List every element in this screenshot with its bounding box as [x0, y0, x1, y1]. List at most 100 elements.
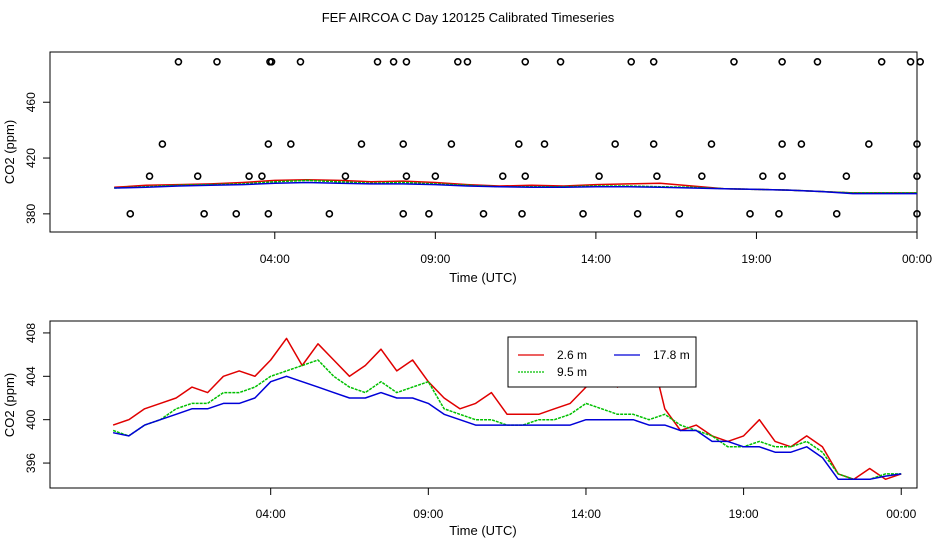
calibration-point	[399, 140, 408, 148]
calibration-point	[877, 57, 886, 66]
calibration-point	[595, 172, 603, 180]
calibration-point	[675, 210, 684, 218]
panel-bottom: 04:00 09:00 14:00 19:00 00:00 396 400 404 408 T…	[2, 320, 918, 538]
y-axis-top: 380 420 460	[24, 92, 50, 224]
x-axis-top: 04:00 09:00 14:00 19:00 00:00	[260, 232, 932, 266]
calibration-point	[287, 140, 295, 148]
calibration-point	[797, 140, 806, 148]
calibration-point	[341, 172, 350, 180]
x-axis-bottom: 04:00 09:00 14:00 19:00 00:00	[256, 488, 917, 521]
series-line-17.8m	[114, 181, 917, 195]
y-tick-label: 400	[24, 409, 38, 429]
calibration-point	[213, 57, 221, 66]
legend-label-9.5m: 9.5 m	[557, 365, 587, 379]
calibration-point	[325, 210, 334, 218]
x-tick-label: 09:00	[420, 252, 450, 266]
y-axis-bottom: 396 400 404 408	[24, 323, 50, 473]
calibration-point	[200, 210, 208, 218]
x-axis-label-bottom: Time (UTC)	[449, 523, 516, 538]
calibration-point	[778, 57, 786, 66]
y-tick-label: 420	[24, 148, 38, 168]
calibration-point	[402, 57, 411, 66]
x-tick-label: 19:00	[729, 507, 759, 521]
x-tick-label: 04:00	[260, 252, 290, 266]
y-axis-label-top: CO2 (ppm)	[2, 120, 17, 184]
series-line-2.6m	[112, 337, 902, 481]
calibration-point	[174, 57, 183, 66]
x-tick-label: 00:00	[902, 252, 932, 266]
y-tick-label: 404	[24, 366, 38, 386]
legend-box	[507, 336, 697, 388]
y-tick-label: 460	[24, 92, 38, 112]
calibration-point	[515, 140, 523, 148]
calibration-point	[447, 140, 456, 148]
calibration-point	[463, 57, 472, 66]
calibration-point	[145, 172, 154, 180]
calibration-point	[778, 172, 786, 180]
plot-frame-top	[49, 51, 918, 233]
x-axis-label-top: Time (UTC)	[449, 270, 516, 285]
calibration-point	[540, 140, 549, 148]
calibration-point	[264, 210, 273, 218]
calibration-point	[778, 140, 786, 148]
x-tick-label: 14:00	[571, 507, 601, 521]
calibration-point	[653, 172, 661, 180]
legend-label-17.8m: 17.8 m	[653, 348, 690, 362]
calibration-point	[521, 172, 530, 180]
x-tick-label: 19:00	[741, 252, 771, 266]
calibration-point	[399, 210, 408, 218]
calibration-point	[556, 57, 565, 66]
y-axis-label-bottom: CO2 (ppm)	[2, 373, 17, 437]
panel-top: 04:00 09:00 14:00 19:00 00:00 380 420 460 Time…	[2, 51, 932, 285]
x-tick-label: 14:00	[581, 252, 611, 266]
calibration-point	[913, 210, 921, 218]
calibration-point	[698, 172, 706, 180]
figure-title: FEF AIRCOA C Day 120125 Calibrated Times…	[322, 10, 615, 25]
calibration-point	[431, 172, 440, 180]
calibration-point	[649, 140, 658, 148]
calibration-point	[518, 210, 526, 218]
y-tick-label: 408	[24, 323, 38, 343]
calibration-point	[126, 210, 135, 218]
calibration-point	[193, 172, 202, 180]
x-tick-label: 00:00	[886, 507, 916, 521]
calibration-point	[611, 140, 619, 148]
calibration-point	[373, 57, 382, 66]
calibration-point	[832, 210, 841, 218]
calibration-point	[158, 140, 167, 148]
calibration-point	[264, 140, 273, 148]
x-tick-label: 09:00	[413, 507, 443, 521]
calibration-point	[425, 210, 433, 218]
calibration-point	[454, 57, 462, 66]
calibration-point	[913, 172, 921, 180]
calibration-point	[479, 210, 488, 218]
calibration-point	[913, 140, 921, 148]
calibration-point	[916, 57, 925, 66]
calibration-point	[730, 57, 738, 66]
x-tick-label: 04:00	[256, 507, 286, 521]
calibration-point	[759, 172, 767, 180]
calibration-point	[579, 210, 587, 218]
series-lines-bottom	[112, 337, 902, 481]
calibration-point	[746, 210, 754, 218]
calibration-point	[633, 210, 642, 218]
calibration-point	[649, 57, 658, 66]
calibration-point	[906, 57, 915, 66]
calibration-point	[357, 140, 366, 148]
calibration-point	[402, 172, 411, 180]
calibration-points	[126, 57, 925, 218]
calibration-point	[389, 57, 398, 66]
calibration-point	[498, 172, 507, 180]
calibration-point	[842, 172, 851, 180]
legend: 2.6 m 9.5 m 17.8 m	[507, 336, 697, 388]
calibration-point	[775, 210, 783, 218]
calibration-point	[865, 140, 873, 148]
calibration-point	[245, 172, 253, 180]
calibration-point	[627, 57, 636, 66]
series-line-17.8m	[112, 375, 902, 481]
calibration-point	[296, 57, 305, 66]
legend-label-2.6m: 2.6 m	[557, 348, 587, 362]
series-line-9.5m	[112, 359, 902, 481]
calibration-point	[267, 57, 276, 66]
